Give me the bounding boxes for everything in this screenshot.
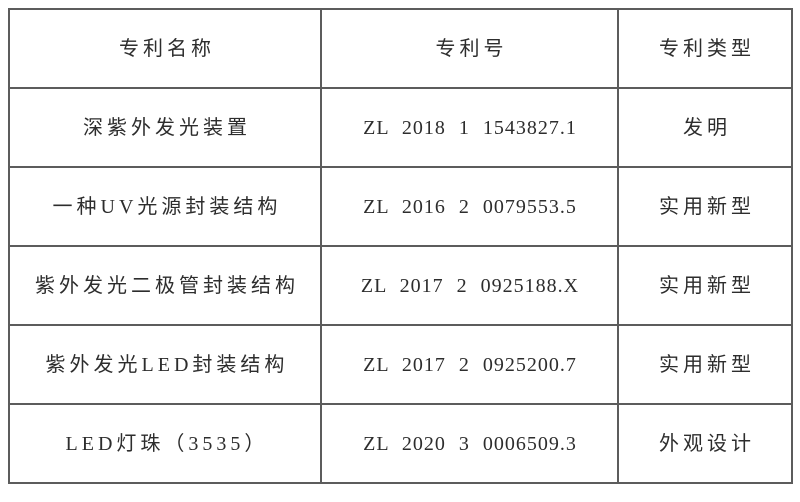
patent-table: 专利名称 专利号 专利类型 深紫外发光装置 ZL 2018 1 1543827.… bbox=[8, 8, 793, 484]
patent-table-body: 深紫外发光装置 ZL 2018 1 1543827.1 发明 一种UV光源封装结… bbox=[8, 87, 793, 484]
patent-number-cell: ZL 2020 3 0006509.3 bbox=[320, 403, 619, 484]
patent-name-cell: LED灯珠（3535） bbox=[8, 403, 322, 484]
patent-number-cell: ZL 2018 1 1543827.1 bbox=[320, 87, 619, 168]
patent-type-cell: 发明 bbox=[617, 87, 793, 168]
table-row: 紫外发光二极管封装结构 ZL 2017 2 0925188.X 实用新型 bbox=[8, 245, 793, 326]
patent-number-cell: ZL 2017 2 0925188.X bbox=[320, 245, 619, 326]
table-row: 深紫外发光装置 ZL 2018 1 1543827.1 发明 bbox=[8, 87, 793, 168]
patent-type-cell: 实用新型 bbox=[617, 245, 793, 326]
header-patent-name: 专利名称 bbox=[8, 8, 322, 89]
patent-type-cell: 实用新型 bbox=[617, 166, 793, 247]
patent-name-cell: 深紫外发光装置 bbox=[8, 87, 322, 168]
patent-name-cell: 紫外发光LED封装结构 bbox=[8, 324, 322, 405]
header-patent-number: 专利号 bbox=[320, 8, 619, 89]
patent-type-cell: 外观设计 bbox=[617, 403, 793, 484]
header-row: 专利名称 专利号 专利类型 bbox=[8, 8, 793, 89]
patent-table-header: 专利名称 专利号 专利类型 bbox=[8, 8, 793, 89]
table-row: 紫外发光LED封装结构 ZL 2017 2 0925200.7 实用新型 bbox=[8, 324, 793, 405]
patent-name-cell: 紫外发光二极管封装结构 bbox=[8, 245, 322, 326]
table-row: LED灯珠（3535） ZL 2020 3 0006509.3 外观设计 bbox=[8, 403, 793, 484]
patent-number-cell: ZL 2016 2 0079553.5 bbox=[320, 166, 619, 247]
header-patent-type: 专利类型 bbox=[617, 8, 793, 89]
patent-number-cell: ZL 2017 2 0925200.7 bbox=[320, 324, 619, 405]
patent-name-cell: 一种UV光源封装结构 bbox=[8, 166, 322, 247]
patent-type-cell: 实用新型 bbox=[617, 324, 793, 405]
table-row: 一种UV光源封装结构 ZL 2016 2 0079553.5 实用新型 bbox=[8, 166, 793, 247]
